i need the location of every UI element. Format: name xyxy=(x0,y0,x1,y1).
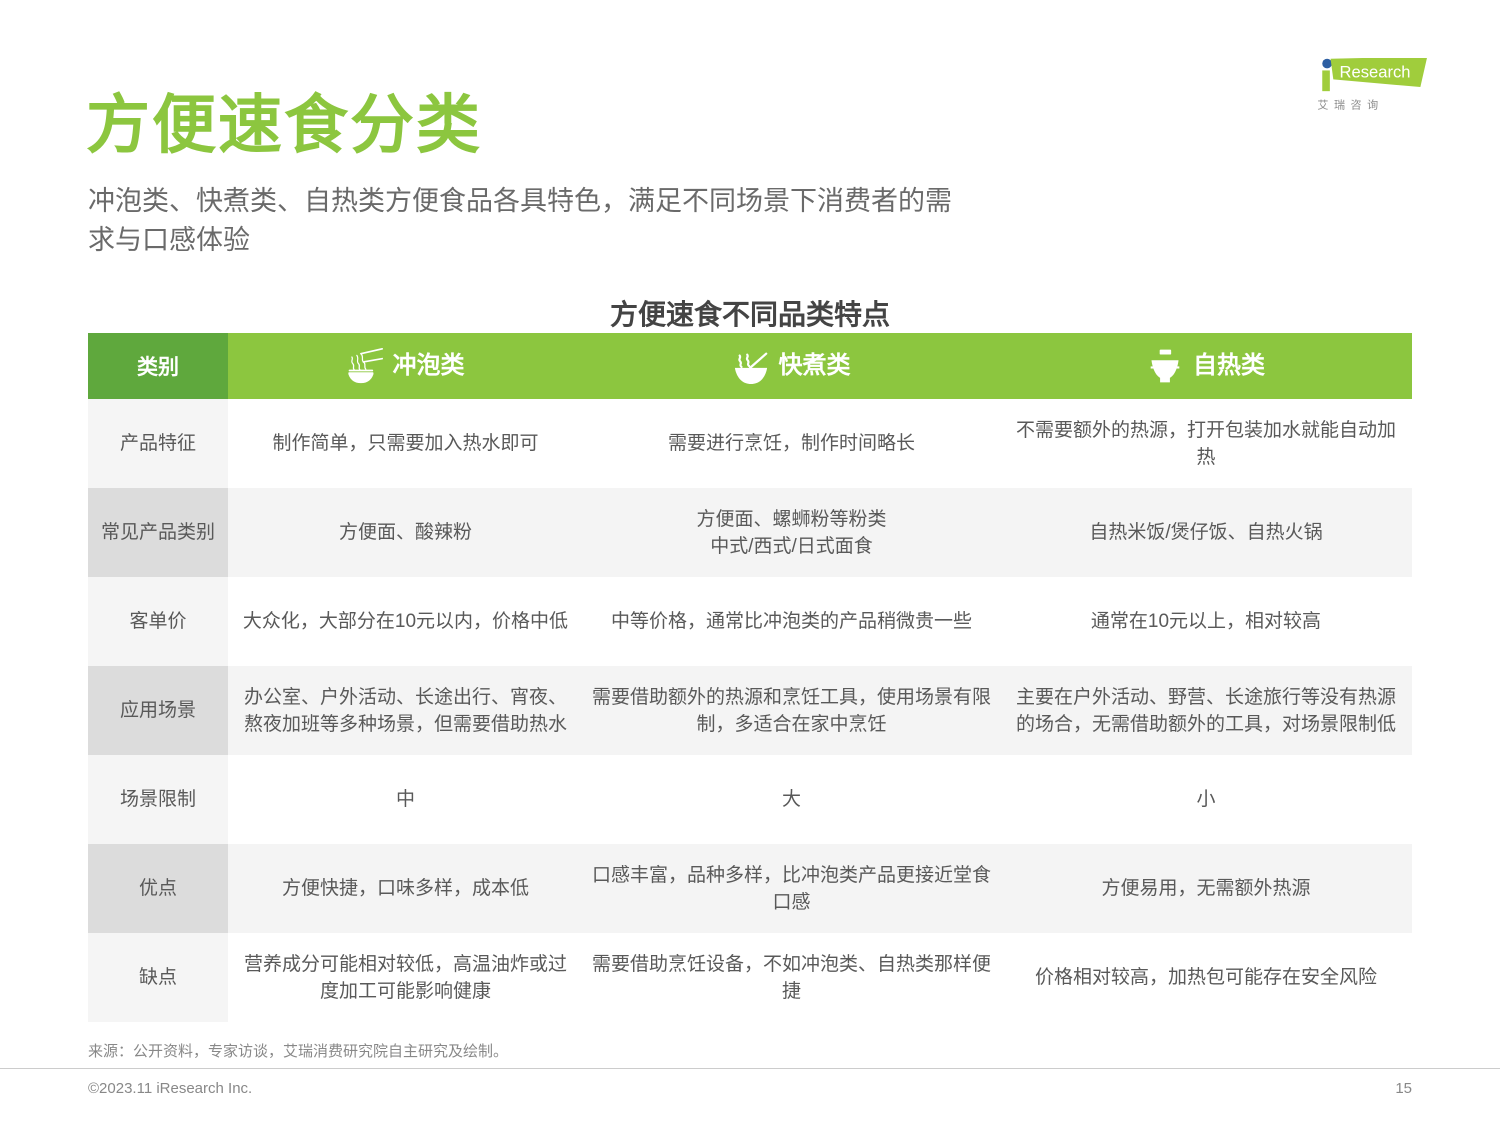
svg-text:Research: Research xyxy=(1340,62,1411,81)
svg-text:艾瑞咨询: 艾瑞咨询 xyxy=(1317,97,1383,111)
